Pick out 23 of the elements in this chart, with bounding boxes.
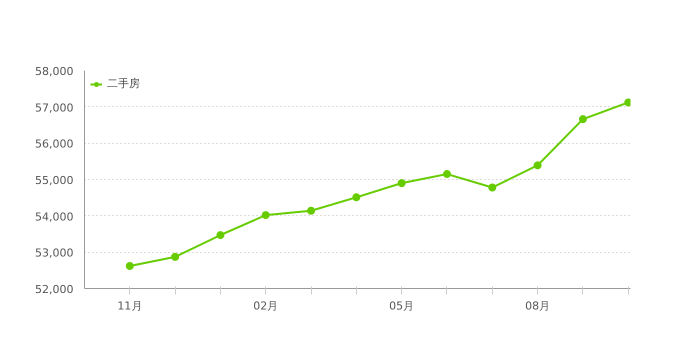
point xyxy=(442,170,451,178)
y-tick-label: 56,000 xyxy=(35,138,74,151)
x-tick-label: 02月 xyxy=(253,300,278,312)
y-tick-label: 57,000 xyxy=(35,101,74,114)
y-tick-label: 53,000 xyxy=(35,246,74,260)
x-tick-label: 11月 xyxy=(117,300,142,312)
point xyxy=(488,184,496,192)
point xyxy=(262,211,270,220)
point xyxy=(352,193,360,202)
x-tick-label: 05月 xyxy=(389,300,414,312)
point xyxy=(534,161,542,170)
legend-label: 二手房 xyxy=(107,76,140,91)
point xyxy=(398,179,406,188)
point xyxy=(307,206,316,215)
point xyxy=(171,252,180,261)
point xyxy=(126,262,134,270)
y-tick-label: 52,000 xyxy=(35,283,74,296)
y-tick-label: 54,000 xyxy=(35,210,74,224)
point xyxy=(578,115,587,124)
y-tick-label: 58,000 xyxy=(35,65,74,78)
y-tick-label: 55,000 xyxy=(35,174,74,187)
point xyxy=(216,231,224,240)
x-tick-label: 08月 xyxy=(525,300,550,312)
